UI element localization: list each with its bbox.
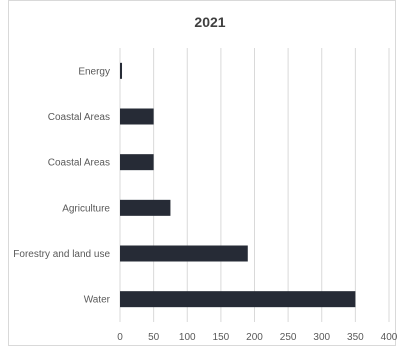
- x-axis-ticks: 0 50 100 150 200 250 300 350 400: [117, 332, 398, 343]
- x-tick-label: 150: [213, 332, 230, 343]
- bars: [120, 62, 356, 308]
- bar: [120, 62, 123, 79]
- chart-title: 2021: [194, 14, 225, 30]
- chart-frame: [8, 0, 396, 346]
- x-tick-label: 200: [246, 332, 263, 343]
- x-tick-label: 100: [179, 332, 196, 343]
- x-tick-label: 350: [347, 332, 364, 343]
- category-labels: Energy Coastal Areas Coastal Areas Agricult…: [13, 66, 110, 305]
- category-label: Water: [84, 295, 111, 306]
- x-tick-label: 250: [280, 332, 297, 343]
- x-tick-label: 0: [117, 332, 123, 343]
- bar: [120, 154, 154, 171]
- bar: [120, 108, 154, 125]
- category-label: Coastal Areas: [48, 158, 110, 169]
- category-label: Agriculture: [62, 203, 110, 214]
- grid: [119, 48, 390, 322]
- bar: [120, 291, 356, 308]
- category-label: Energy: [78, 66, 110, 77]
- x-tick-label: 300: [313, 332, 330, 343]
- category-label: Forestry and land use: [13, 249, 110, 260]
- x-tick-label: 50: [148, 332, 160, 343]
- x-tick-label: 400: [381, 332, 398, 343]
- bar: [120, 199, 171, 216]
- category-label: Coastal Areas: [48, 112, 110, 123]
- bar: [120, 245, 248, 262]
